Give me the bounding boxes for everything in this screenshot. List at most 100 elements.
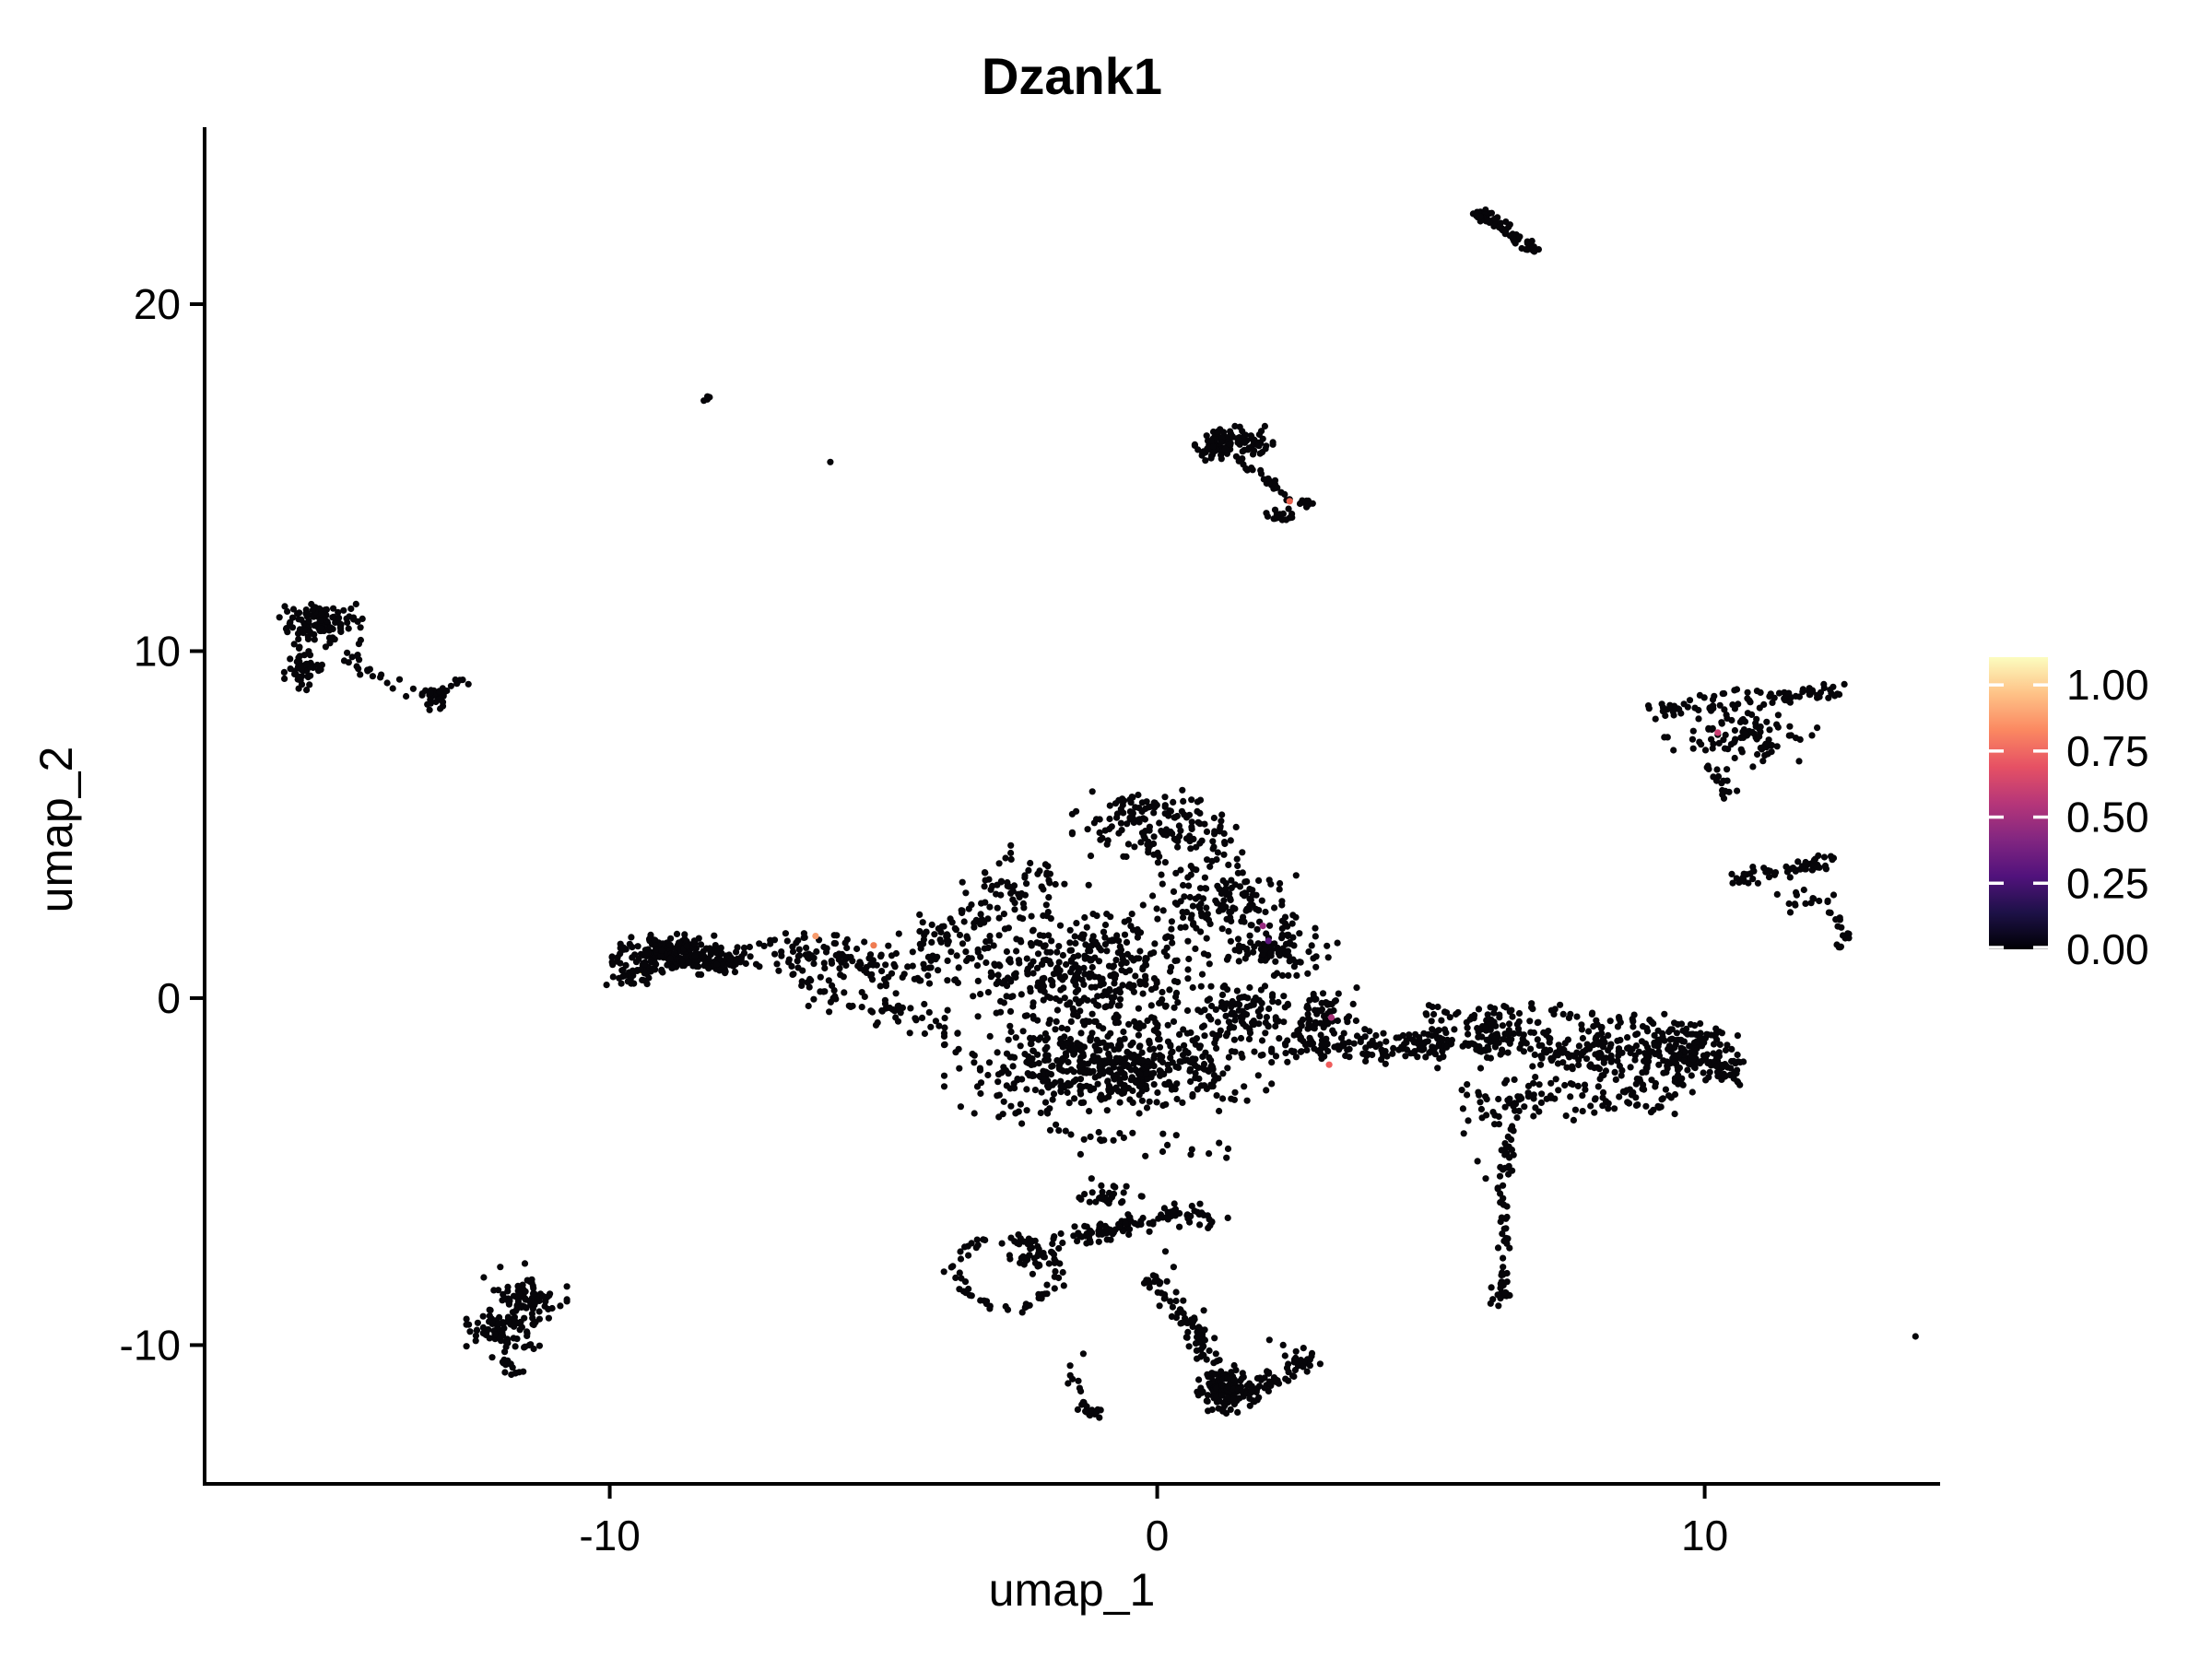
data-point: [1292, 1354, 1300, 1361]
data-point: [1221, 445, 1230, 453]
data-point: [1247, 939, 1254, 947]
data-point: [309, 606, 316, 614]
data-point: [1131, 1018, 1138, 1025]
data-point: [1235, 942, 1242, 949]
data-point: [1363, 1053, 1371, 1060]
data-point: [1331, 1043, 1338, 1051]
data-point: [1009, 896, 1017, 903]
data-point: [1537, 1061, 1545, 1068]
data-point: [1180, 1026, 1187, 1033]
data-point: [1108, 1088, 1115, 1096]
data-point: [463, 1321, 470, 1328]
data-point: [1684, 1066, 1691, 1074]
data-point: [1816, 897, 1823, 905]
data-point: [1091, 1042, 1099, 1050]
data-point: [1712, 777, 1721, 784]
data-point: [472, 1337, 479, 1345]
data-point: [685, 959, 692, 966]
data-point: [1280, 1018, 1288, 1026]
data-point: [1166, 986, 1173, 994]
data-point: [1442, 1009, 1451, 1017]
data-point: [1025, 866, 1032, 875]
data-point: [974, 977, 982, 984]
data-point: [465, 680, 472, 688]
data-point: [1796, 735, 1804, 744]
data-point: [403, 692, 410, 700]
data-point: [1639, 1069, 1646, 1077]
data-point: [512, 1343, 519, 1350]
data-point: [1482, 1024, 1489, 1031]
data-point: [1068, 830, 1076, 838]
data-point: [344, 649, 351, 656]
data-point: [1550, 1010, 1558, 1018]
data-point: [978, 900, 985, 907]
data-point: [1041, 1037, 1049, 1044]
data-point: [1053, 1018, 1060, 1025]
data-point: [1578, 1021, 1585, 1029]
data-point: [1116, 943, 1124, 950]
data-point: [1019, 1028, 1027, 1035]
data-point: [801, 934, 808, 941]
data-point: [1257, 466, 1265, 474]
data-point: [1034, 1017, 1041, 1024]
data-point: [1052, 1267, 1059, 1276]
data-point: [1689, 727, 1697, 735]
data-point: [1188, 1146, 1195, 1153]
data-point: [1324, 954, 1332, 961]
data-point: [1181, 1041, 1188, 1049]
data-point: [1730, 738, 1738, 747]
data-point: [1074, 1230, 1082, 1239]
data-point: [1173, 1095, 1181, 1103]
data-point: [510, 1292, 518, 1300]
data-point: [1087, 956, 1094, 963]
data-point: [1794, 858, 1802, 865]
data-point: [1209, 838, 1217, 845]
data-point: [1215, 1405, 1222, 1412]
data-point: [960, 918, 968, 925]
data-point: [298, 616, 305, 624]
data-point: [1056, 967, 1064, 974]
data-point: [932, 1018, 940, 1025]
data-point: [1228, 1369, 1235, 1376]
data-point: [1028, 1040, 1035, 1048]
data-point: [1173, 957, 1181, 964]
data-point: [1748, 711, 1756, 719]
data-point: [280, 668, 288, 677]
data-point: [1170, 888, 1178, 896]
data-point: [1123, 938, 1131, 946]
data-point: [1612, 1076, 1619, 1083]
data-point: [1018, 889, 1025, 898]
data-point: [1111, 1076, 1118, 1083]
data-point: [1097, 836, 1104, 843]
data-point: [1107, 1068, 1114, 1076]
data-point: [1030, 1254, 1038, 1262]
data-point: [1018, 1120, 1026, 1127]
data-point: [1061, 994, 1068, 1002]
data-point: [1300, 1345, 1307, 1352]
data-point: [740, 944, 748, 951]
data-point: [1080, 1135, 1088, 1143]
data-point: [1018, 1309, 1026, 1316]
data-point: [1569, 1081, 1576, 1088]
data-point: [747, 953, 754, 960]
data-point: [1506, 1008, 1513, 1016]
data-point: [1343, 1015, 1350, 1022]
data-point: [919, 919, 926, 926]
data-point: [944, 940, 951, 947]
data-point: [998, 1240, 1006, 1247]
data-point: [357, 624, 364, 631]
data-point: [639, 976, 646, 983]
data-point: [1464, 1091, 1471, 1099]
data-point: [389, 685, 396, 692]
data-point: [1674, 1064, 1681, 1071]
data-point: [298, 662, 305, 669]
data-point: [1163, 952, 1171, 959]
data-point: [1057, 1082, 1065, 1090]
data-point: [1632, 1042, 1641, 1050]
data-point: [1279, 510, 1287, 518]
data-point: [1276, 1035, 1283, 1042]
data-point: [512, 1370, 519, 1377]
data-point: [977, 1079, 985, 1087]
data-point: [1185, 882, 1193, 889]
data-point: [1691, 704, 1699, 712]
